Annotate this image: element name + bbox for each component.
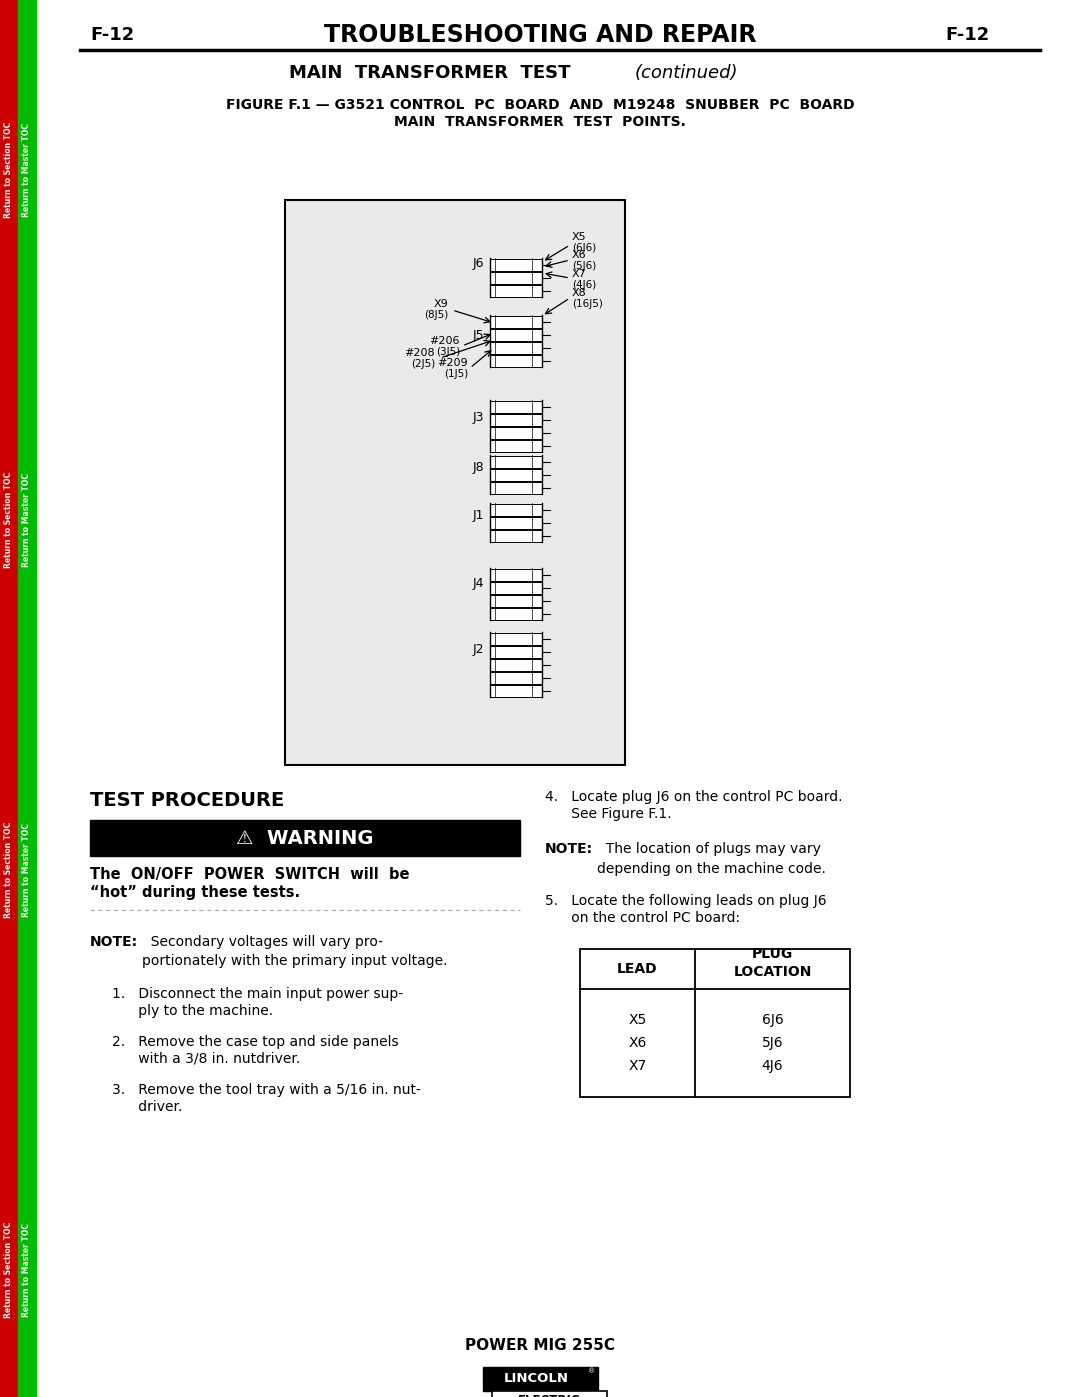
Bar xyxy=(490,659,542,671)
Text: F-12: F-12 xyxy=(90,27,134,43)
Text: Return to Section TOC: Return to Section TOC xyxy=(4,821,14,918)
Text: J6: J6 xyxy=(473,257,484,271)
Bar xyxy=(490,569,542,581)
Text: X9: X9 xyxy=(433,299,448,309)
Text: See Figure F.1.: See Figure F.1. xyxy=(545,807,672,821)
Bar xyxy=(490,427,542,439)
Bar xyxy=(490,330,542,341)
Text: J3: J3 xyxy=(473,412,484,425)
Bar xyxy=(490,401,542,414)
Bar xyxy=(490,633,542,645)
Text: Return to Master TOC: Return to Master TOC xyxy=(23,123,31,217)
Text: X8: X8 xyxy=(572,288,586,298)
Text: (8J5): (8J5) xyxy=(423,310,448,320)
Text: Return to Master TOC: Return to Master TOC xyxy=(23,474,31,567)
Text: TROUBLESHOOTING AND REPAIR: TROUBLESHOOTING AND REPAIR xyxy=(324,22,756,47)
Text: LEAD: LEAD xyxy=(617,963,658,977)
Text: (2J5): (2J5) xyxy=(410,359,435,369)
Text: J5: J5 xyxy=(472,328,484,341)
Text: X6: X6 xyxy=(572,250,586,260)
Text: 2.   Remove the case top and side panels: 2. Remove the case top and side panels xyxy=(112,1035,399,1049)
Text: J2: J2 xyxy=(473,644,484,657)
Text: ELECTRIC: ELECTRIC xyxy=(517,1394,580,1397)
Text: J8: J8 xyxy=(472,461,484,475)
Text: Return to Master TOC: Return to Master TOC xyxy=(23,823,31,916)
Bar xyxy=(490,608,542,620)
Bar xyxy=(18,0,36,1397)
Bar xyxy=(490,595,542,608)
Text: ⚠  WARNING: ⚠ WARNING xyxy=(237,828,374,848)
Bar xyxy=(490,482,542,495)
Text: Secondary voltages will vary pro-
portionately with the primary input voltage.: Secondary voltages will vary pro- portio… xyxy=(141,935,447,968)
Text: Return to Section TOC: Return to Section TOC xyxy=(4,472,14,569)
Bar xyxy=(490,469,542,481)
Text: with a 3/8 in. nutdriver.: with a 3/8 in. nutdriver. xyxy=(112,1052,300,1066)
Bar xyxy=(490,355,542,367)
Text: MAIN  TRANSFORMER  TEST  POINTS.: MAIN TRANSFORMER TEST POINTS. xyxy=(394,115,686,129)
Text: PLUG
LOCATION: PLUG LOCATION xyxy=(733,947,812,979)
Text: #208: #208 xyxy=(404,348,435,358)
Bar xyxy=(490,342,542,353)
Text: NOTE:: NOTE: xyxy=(90,935,138,949)
Bar xyxy=(490,645,542,658)
Text: X7: X7 xyxy=(572,270,586,279)
Text: (1J5): (1J5) xyxy=(444,369,468,379)
Bar xyxy=(491,1391,607,1397)
Bar xyxy=(490,272,542,284)
Text: F-12: F-12 xyxy=(946,27,990,43)
Text: TEST PROCEDURE: TEST PROCEDURE xyxy=(90,791,284,809)
Text: 1.   Disconnect the main input power sup-: 1. Disconnect the main input power sup- xyxy=(112,988,403,1002)
Bar xyxy=(285,200,625,766)
Text: Return to Section TOC: Return to Section TOC xyxy=(4,122,14,218)
Text: NOTE:: NOTE: xyxy=(545,842,593,856)
Text: 4.   Locate plug J6 on the control PC board.: 4. Locate plug J6 on the control PC boar… xyxy=(545,789,842,805)
Bar xyxy=(90,820,519,856)
Bar xyxy=(490,517,542,529)
Text: X5: X5 xyxy=(572,232,586,242)
Bar xyxy=(490,414,542,426)
Text: FIGURE F.1 — G3521 CONTROL  PC  BOARD  AND  M19248  SNUBBER  PC  BOARD: FIGURE F.1 — G3521 CONTROL PC BOARD AND … xyxy=(226,98,854,112)
Text: MAIN  TRANSFORMER  TEST: MAIN TRANSFORMER TEST xyxy=(289,64,570,82)
Text: ply to the machine.: ply to the machine. xyxy=(112,1004,273,1018)
Text: #206: #206 xyxy=(430,337,460,346)
Text: The location of plugs may vary
depending on the machine code.: The location of plugs may vary depending… xyxy=(597,842,826,876)
Text: driver.: driver. xyxy=(112,1099,183,1113)
Text: (5J6): (5J6) xyxy=(572,261,596,271)
Bar xyxy=(490,285,542,298)
Bar xyxy=(490,583,542,594)
Bar xyxy=(490,685,542,697)
Text: The  ON/OFF  POWER  SWITCH  will  be: The ON/OFF POWER SWITCH will be xyxy=(90,866,409,882)
Text: J4: J4 xyxy=(473,577,484,590)
Bar xyxy=(490,440,542,453)
Text: 5.   Locate the following leads on plug J6: 5. Locate the following leads on plug J6 xyxy=(545,894,826,908)
Text: Return to Master TOC: Return to Master TOC xyxy=(23,1222,31,1317)
Bar xyxy=(490,258,542,271)
Text: ®: ® xyxy=(588,1368,595,1375)
Text: Return to Section TOC: Return to Section TOC xyxy=(4,1222,14,1319)
Bar xyxy=(490,455,542,468)
Text: (3J5): (3J5) xyxy=(435,346,460,358)
Text: (continued): (continued) xyxy=(635,64,739,82)
Text: POWER MIG 255C: POWER MIG 255C xyxy=(465,1337,615,1352)
Text: (4J6): (4J6) xyxy=(572,279,596,291)
Bar xyxy=(490,316,542,328)
Bar xyxy=(0,0,18,1397)
Text: “hot” during these tests.: “hot” during these tests. xyxy=(90,884,300,900)
Text: #209: #209 xyxy=(437,358,468,367)
Text: (16J5): (16J5) xyxy=(572,299,603,309)
Text: J1: J1 xyxy=(473,509,484,521)
Text: 6J6
5J6
4J6: 6J6 5J6 4J6 xyxy=(761,1013,783,1073)
Bar xyxy=(483,1368,597,1391)
Text: X5
X6
X7: X5 X6 X7 xyxy=(629,1013,647,1073)
Bar xyxy=(580,949,850,1097)
Text: 3.   Remove the tool tray with a 5/16 in. nut-: 3. Remove the tool tray with a 5/16 in. … xyxy=(112,1083,421,1097)
Bar xyxy=(490,504,542,515)
Text: LINCOLN: LINCOLN xyxy=(503,1372,568,1386)
Text: (6J6): (6J6) xyxy=(572,243,596,253)
Bar xyxy=(490,529,542,542)
Text: on the control PC board:: on the control PC board: xyxy=(545,911,740,925)
Bar xyxy=(490,672,542,685)
